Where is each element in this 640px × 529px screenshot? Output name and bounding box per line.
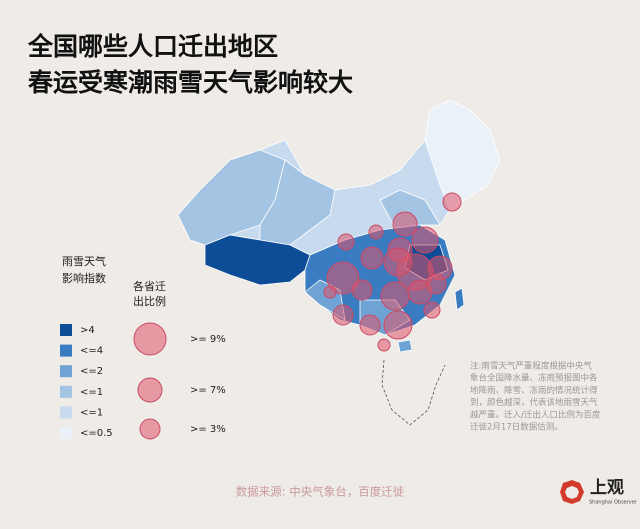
note-line: 越严重。迁入/迁出人口比例为百度 bbox=[470, 409, 601, 420]
note: 注:雨雪天气严重程度根据中央气象台全国降水量、冻雨预报图中各地降雨、降雪、冻雨的… bbox=[470, 361, 601, 433]
bubble bbox=[360, 246, 384, 270]
legend-label: >4 bbox=[80, 325, 95, 336]
logo-sub: Shanghai Observer bbox=[589, 500, 638, 506]
legend-swatch bbox=[60, 406, 72, 419]
legend-swatch bbox=[60, 324, 72, 336]
region bbox=[397, 339, 413, 353]
legend-label: >= 9% bbox=[190, 334, 226, 345]
title-line: 春运受寒潮雨雪天气影响较大 bbox=[28, 68, 353, 97]
logo-name: 上观 bbox=[590, 478, 624, 498]
legend-title: 影响指数 bbox=[62, 271, 106, 285]
bubble bbox=[368, 224, 384, 240]
bubble bbox=[359, 314, 381, 336]
map bbox=[177, 99, 501, 426]
bubble bbox=[442, 192, 462, 212]
bubble bbox=[377, 338, 391, 352]
legend-title: 雨雪天气 bbox=[62, 254, 106, 268]
bubble bbox=[380, 281, 410, 311]
legend-bubble bbox=[139, 418, 161, 440]
legend-swatch bbox=[60, 365, 72, 378]
legend-label: <=4 bbox=[80, 346, 103, 357]
bubble bbox=[383, 310, 413, 340]
note-line: 迁徙2月17日数据估测。 bbox=[470, 422, 563, 433]
bubble bbox=[323, 285, 337, 299]
bubble bbox=[423, 301, 441, 319]
legend-label: <=1 bbox=[80, 387, 103, 398]
note-line: 地降雨、降雪、冻雨的情况统计得 bbox=[470, 385, 598, 396]
legend-label: <=0.5 bbox=[80, 428, 113, 439]
region bbox=[454, 287, 465, 311]
note-line: 象台全国降水量、冻雨预报图中各 bbox=[470, 373, 598, 384]
bubble bbox=[351, 279, 373, 301]
legend-swatch bbox=[60, 344, 72, 357]
bubble bbox=[411, 226, 439, 254]
legend-label: <=1 bbox=[80, 407, 103, 418]
region bbox=[259, 159, 336, 246]
legend-bubble bbox=[137, 377, 163, 403]
legend-label: <=2 bbox=[80, 366, 103, 377]
legend-label: >= 3% bbox=[190, 424, 226, 435]
logo: 上观 Shanghai Observer bbox=[560, 478, 638, 506]
legend-label: >= 7% bbox=[190, 385, 226, 396]
legend-swatch bbox=[60, 427, 72, 439]
bubble bbox=[425, 273, 447, 295]
bubble bbox=[383, 247, 413, 277]
bubble bbox=[337, 233, 355, 251]
legend-title: 各省迁 bbox=[133, 279, 166, 293]
bubbles bbox=[323, 192, 462, 352]
bubble bbox=[326, 261, 360, 295]
legend-swatch bbox=[60, 385, 72, 398]
legend-bubble bbox=[133, 322, 167, 356]
legend-title: 出比例 bbox=[133, 294, 166, 308]
logo-mark bbox=[565, 486, 579, 499]
note-line: 注:雨雪天气严重程度根据中央气 bbox=[470, 361, 592, 372]
title-line: 全国哪些人口迁出地区 bbox=[27, 32, 278, 61]
note-line: 到，颜色越深，代表该地雨雪天气 bbox=[470, 397, 598, 408]
south-sea-line bbox=[381, 359, 446, 426]
bubble bbox=[392, 211, 418, 237]
bubble bbox=[332, 304, 354, 326]
source: 数据来源: 中央气象台，百度迁徙 bbox=[236, 485, 405, 499]
